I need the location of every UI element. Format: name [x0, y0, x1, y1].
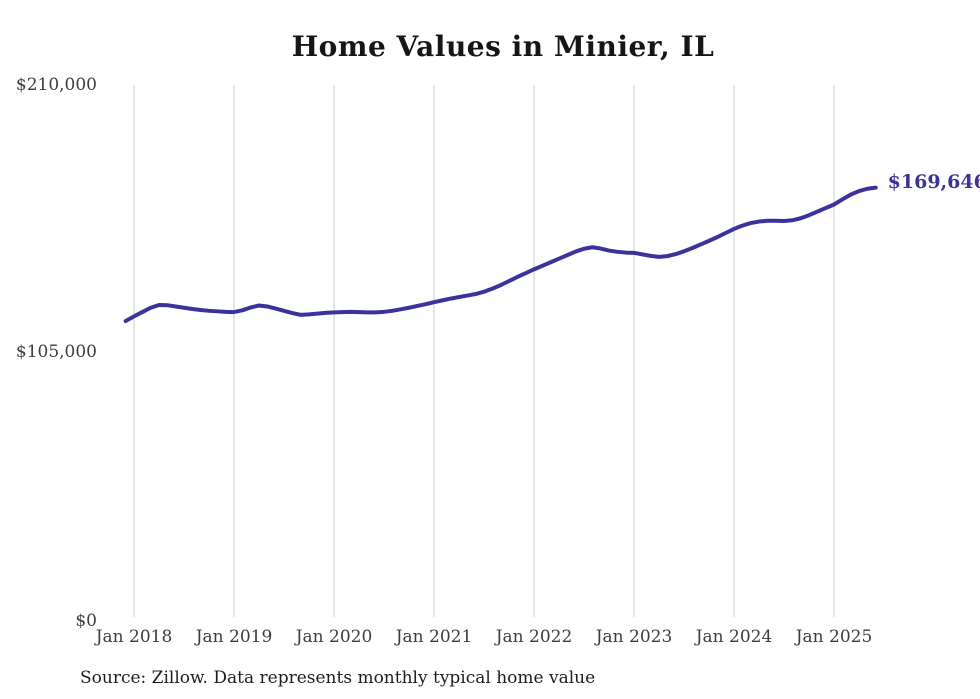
- chart-title: Home Values in Minier, IL: [291, 30, 715, 63]
- x-tick-label: Jan 2025: [795, 627, 873, 647]
- x-tick-label: Jan 2018: [95, 627, 173, 647]
- latest-value-label: $169,646: [887, 170, 980, 193]
- x-tick-label: Jan 2023: [595, 627, 673, 647]
- source-note: Source: Zillow. Data represents monthly …: [80, 668, 596, 688]
- x-tick-label: Jan 2024: [695, 627, 773, 647]
- y-tick-label: $210,000: [15, 75, 97, 95]
- vertical-gridlines: [133, 85, 835, 617]
- x-tick-label: Jan 2020: [295, 627, 373, 647]
- x-tick-label: Jan 2019: [195, 627, 273, 647]
- y-tick-label: $0: [75, 611, 97, 631]
- home-value-line: [123, 185, 878, 323]
- x-tick-label: Jan 2021: [395, 627, 473, 647]
- y-tick-label: $105,000: [15, 342, 97, 362]
- x-tick-label: Jan 2022: [495, 627, 573, 647]
